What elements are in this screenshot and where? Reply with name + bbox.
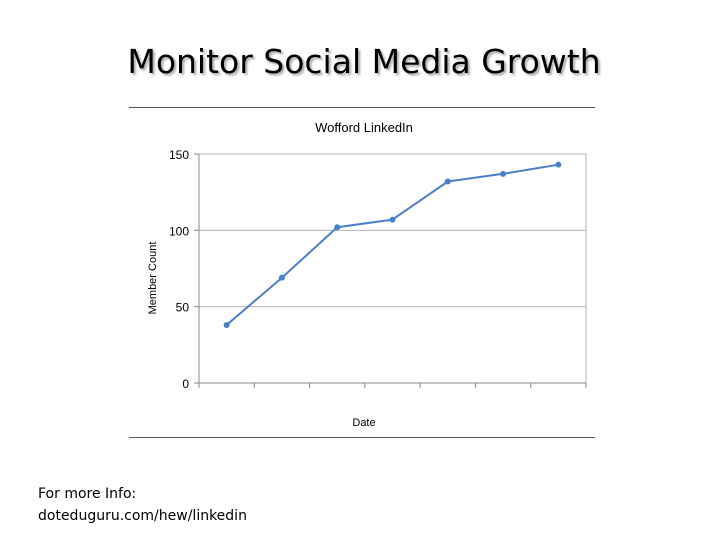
y-tick-label-50: 50 — [176, 301, 190, 315]
data-point-3 — [389, 216, 396, 223]
y-tick-labels: 0 50 100 150 — [169, 148, 189, 391]
data-points — [223, 161, 562, 328]
footer-info-label: For more Info: — [38, 486, 137, 502]
y-tick-label-0: 0 — [182, 377, 189, 391]
data-point-1 — [278, 274, 285, 281]
gridlines — [199, 153, 586, 308]
x-axis-label: Date — [352, 417, 375, 429]
data-point-0 — [223, 321, 230, 328]
series-line-0 — [225, 163, 559, 326]
axes — [194, 153, 587, 388]
chart-top-rule — [129, 107, 595, 108]
chart-bottom-rule — [129, 437, 595, 438]
y-tick-label-100: 100 — [169, 224, 189, 238]
data-point-4 — [444, 178, 451, 185]
data-point-6 — [555, 161, 562, 168]
y-tick-label-150: 150 — [169, 148, 189, 162]
slide-title: Monitor Social Media Growth — [127, 42, 601, 81]
series-line — [225, 163, 559, 326]
data-point-2 — [334, 224, 341, 231]
chart-title: Wofford LinkedIn — [315, 120, 413, 135]
y-axis-label: Member Count — [147, 242, 159, 315]
data-point-5 — [500, 170, 507, 177]
footer-link[interactable]: doteduguru.com/hew/linkedin — [38, 508, 247, 524]
